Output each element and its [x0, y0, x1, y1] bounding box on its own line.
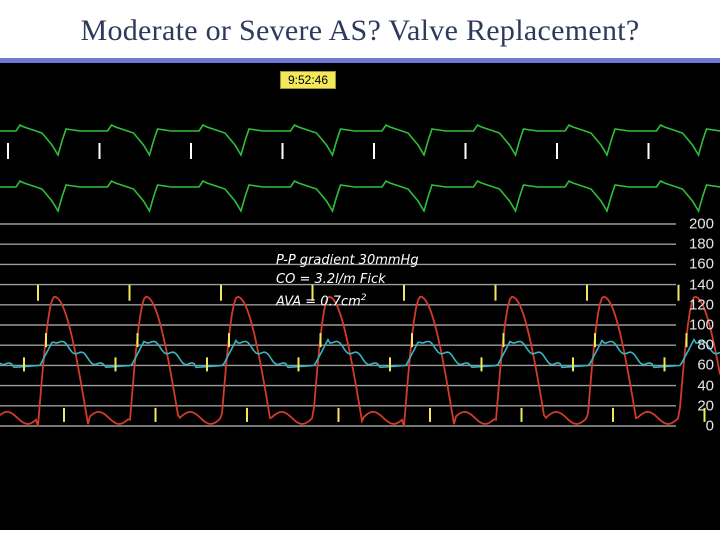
ecg-traces	[0, 123, 720, 213]
scale-label: 20	[697, 397, 714, 415]
gradient-text: P-P gradient 30mmHg	[276, 253, 419, 268]
valve-area-text: AVA = 0.7cm2	[276, 293, 367, 310]
scale-label: 160	[688, 255, 714, 273]
pressure-traces	[0, 295, 720, 427]
timestamp-badge: 9:52:46	[280, 71, 336, 89]
scale-label: 100	[688, 316, 714, 334]
lv-pressure-trace	[0, 337, 720, 369]
aortic-pressure-trace	[0, 295, 720, 427]
hemodynamics-annotation: P-P gradient 30mmHg CO = 3.2l/m Fick AVA…	[276, 251, 419, 311]
ecg-lead-1	[0, 123, 720, 157]
beat-markers	[7, 143, 706, 422]
waveform-canvas	[0, 123, 720, 427]
scale-label: 80	[697, 336, 714, 354]
scale-label: 200	[688, 215, 714, 233]
hemodynamic-monitor: 9:52:46 200 180 160 140 120 100 80 60 40 20 0 P-P …	[0, 63, 720, 530]
scale-label: 120	[688, 296, 714, 314]
cardiac-output-text: CO = 3.2l/m Fick	[276, 272, 386, 287]
scale-label: 180	[688, 235, 714, 253]
ecg-lead-2	[0, 179, 720, 213]
scale-label: 60	[697, 356, 714, 374]
scale-label: 140	[688, 276, 714, 294]
scale-label: 40	[697, 377, 714, 395]
slide-title: Moderate or Severe AS? Valve Replacement…	[80, 14, 640, 47]
scale-gridlines	[0, 223, 676, 427]
title-divider	[0, 58, 720, 63]
scale-label: 0	[705, 417, 714, 435]
